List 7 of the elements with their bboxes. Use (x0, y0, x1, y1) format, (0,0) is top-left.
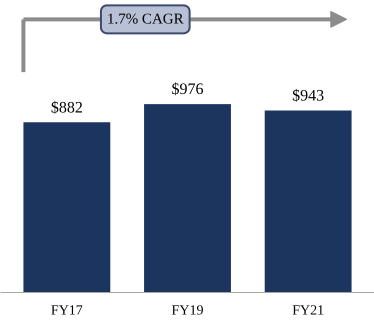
data-label: $882 (50, 99, 83, 116)
x-tick-label: FY19 (172, 304, 204, 318)
x-tick-label: FY21 (292, 304, 324, 318)
x-tick-label: FY17 (50, 304, 83, 318)
data-label: $943 (292, 87, 324, 104)
data-label: $976 (172, 81, 204, 98)
text: 1.7% CAGR (106, 11, 184, 28)
